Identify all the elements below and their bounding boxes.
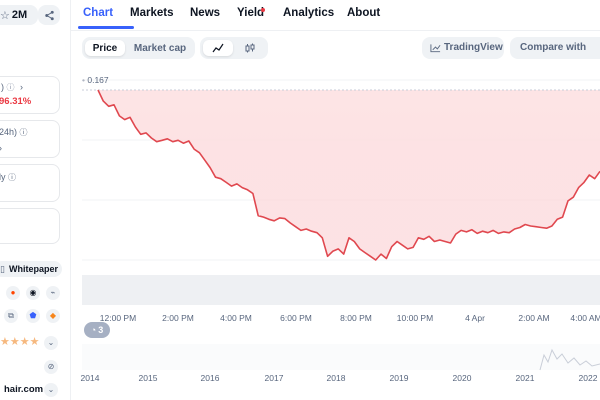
explorer-links: ⧉ ⬟ ◆ xyxy=(4,309,60,323)
timeline-year-label: 2015 xyxy=(139,373,158,383)
yield-notification-dot xyxy=(261,8,265,12)
share-button[interactable] xyxy=(38,5,60,25)
timeline-background xyxy=(82,344,600,370)
events-badge[interactable]: ◔ 3 xyxy=(84,322,110,338)
candlestick-button[interactable] xyxy=(235,40,265,56)
x-tick-label: 4:00 AM xyxy=(570,313,600,323)
section-tabs: Chart Markets News Yield Analytics About xyxy=(70,0,600,31)
timeline-year-label: 2017 xyxy=(265,373,284,383)
supply-card xyxy=(0,208,60,244)
volume-label: 24h) xyxy=(0,127,18,137)
share-icon xyxy=(44,10,54,20)
x-tick-label: 6:00 PM xyxy=(280,313,312,323)
line-chart-icon xyxy=(212,43,224,53)
volume-area xyxy=(82,275,600,305)
copy-icon[interactable]: ⧉ xyxy=(4,309,18,323)
timeline-year-label: 2014 xyxy=(81,373,100,383)
x-tick-label: 10:00 PM xyxy=(397,313,433,323)
info-icon: ⓘ xyxy=(8,173,17,182)
compare-dropdown[interactable]: Compare with xyxy=(510,37,600,59)
candlestick-icon xyxy=(245,43,255,53)
market-cap-card: ) ⓘ › 96.31% xyxy=(0,76,60,114)
tab-yield[interactable]: Yield xyxy=(237,7,265,19)
line-chart-button[interactable] xyxy=(203,40,233,56)
timeline-year-label: 2019 xyxy=(390,373,409,383)
x-tick-label: 4:00 PM xyxy=(220,313,252,323)
x-tick-label: 2:00 AM xyxy=(518,313,549,323)
compass-icon[interactable]: ⊘ xyxy=(44,360,58,374)
github-icon[interactable]: ◉ xyxy=(26,286,40,300)
timeline-sparkline xyxy=(539,348,600,371)
active-tab-indicator xyxy=(78,26,134,29)
star-icon: ☆ xyxy=(0,9,10,22)
price-button[interactable]: Price xyxy=(85,40,125,56)
market-cap-button[interactable]: Market cap xyxy=(133,42,187,54)
tradingview-button[interactable]: TradingView xyxy=(422,37,504,59)
info-icon: ⓘ xyxy=(19,128,28,137)
fdv-card: ly ⓘ xyxy=(0,164,60,202)
tradingview-icon xyxy=(430,44,441,53)
timeline-year-label: 2018 xyxy=(327,373,346,383)
rating-stars: ★★★★ xyxy=(0,336,40,348)
reddit-icon[interactable]: ● xyxy=(6,286,20,300)
website-link[interactable]: hair.com xyxy=(4,384,44,395)
chevron-right-icon[interactable]: › xyxy=(20,82,24,92)
timeline-year-label: 2016 xyxy=(201,373,220,383)
history-icon: ◔ xyxy=(90,325,97,335)
tab-chart[interactable]: Chart xyxy=(83,7,114,19)
info-icon: ⓘ xyxy=(6,83,15,92)
chevron-down-icon[interactable]: ⌄ xyxy=(44,383,58,397)
x-tick-label: 2:00 PM xyxy=(162,313,194,323)
whitepaper-link[interactable]: ▯ Whitepaper xyxy=(0,261,62,277)
link-icon[interactable]: ⌁ xyxy=(46,286,60,300)
x-tick-label: 8:00 PM xyxy=(340,313,372,323)
watchlist-button[interactable]: ☆ 2M xyxy=(0,5,38,25)
metamask-icon[interactable]: ◆ xyxy=(46,309,60,323)
timeline-year-label: 2021 xyxy=(516,373,535,383)
timeline-year-label: 2022 xyxy=(579,373,598,383)
chart-start-label: • 0.167 xyxy=(82,75,109,85)
price-line xyxy=(97,89,600,261)
price-chart[interactable]: 12:00 PM 2:00 PM 4:00 PM 6:00 PM 8:00 PM 10:0… xyxy=(70,70,600,400)
tradingview-label: TradingView xyxy=(444,42,503,53)
tab-news[interactable]: News xyxy=(190,7,221,19)
events-count: 3 xyxy=(98,325,104,335)
whitepaper-label: Whitepaper xyxy=(8,264,58,274)
history-timeline[interactable]: 2014 2015 2016 2017 2018 2019 2020 2021 2022 xyxy=(81,344,600,383)
tab-analytics[interactable]: Analytics xyxy=(283,7,335,19)
market-cap-change: 96.31% xyxy=(0,96,32,107)
x-tick-label: 4 Apr xyxy=(465,313,485,323)
volume-card: 24h) ⓘ › xyxy=(0,120,60,158)
compare-label: Compare with xyxy=(520,42,587,53)
x-tick-label: 12:00 PM xyxy=(100,313,136,323)
timeline-year-label: 2020 xyxy=(453,373,472,383)
chart-type-toggle: Price Market cap xyxy=(82,37,195,59)
price-area-fill xyxy=(98,90,600,260)
tab-about[interactable]: About xyxy=(347,7,381,19)
shield-icon[interactable]: ⬟ xyxy=(26,309,40,323)
document-icon: ▯ xyxy=(0,263,5,274)
tab-markets[interactable]: Markets xyxy=(130,7,174,19)
info-icon: ) xyxy=(1,82,4,92)
social-links: ● ◉ ⌁ xyxy=(6,286,62,300)
coin-sidebar: ☆ 2M ) ⓘ › 96.31% 24h) ⓘ › ly ⓘ ▯ Whitep… xyxy=(0,0,71,400)
fdv-label: ly xyxy=(0,172,6,182)
watchlist-count: 2M xyxy=(11,9,28,21)
chevron-down-icon[interactable]: ⌄ xyxy=(44,336,58,350)
chart-style-toggle xyxy=(200,37,268,59)
